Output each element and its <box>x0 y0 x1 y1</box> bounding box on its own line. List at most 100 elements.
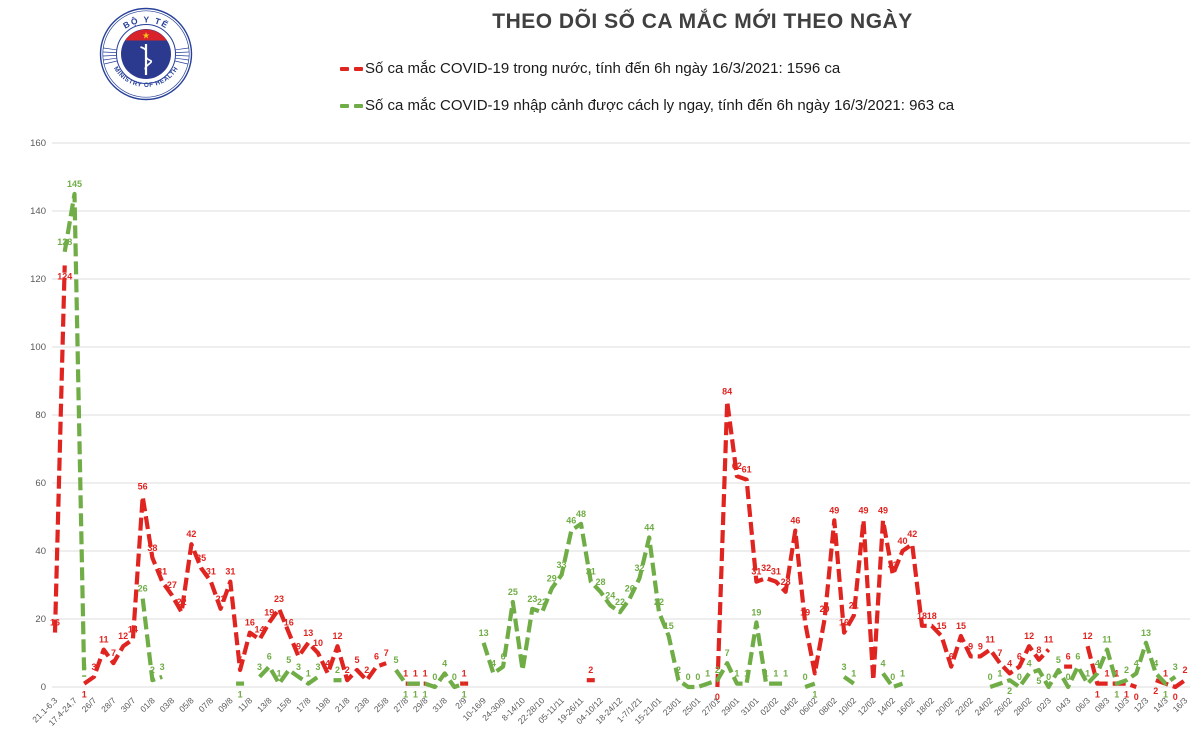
data-label-imported: 4 <box>881 658 886 668</box>
data-label-domestic: 16 <box>284 618 294 628</box>
logo-inner-ring <box>116 24 176 84</box>
data-label-domestic: 10 <box>313 638 323 648</box>
data-label-domestic: 23 <box>216 594 226 604</box>
x-axis-tick-label: 05/8 <box>177 695 196 714</box>
data-label-domestic: 19 <box>800 607 810 617</box>
series-line-domestic <box>1155 678 1187 690</box>
x-axis-tick-label: 28/02 <box>1011 695 1033 717</box>
data-label-domestic: 5 <box>238 655 243 665</box>
data-label-imported: 44 <box>644 522 654 532</box>
data-label-domestic: 9 <box>978 641 983 651</box>
data-label-imported: 23 <box>527 594 537 604</box>
x-axis-tick-label: 20/02 <box>934 695 956 717</box>
data-label-imported: 3 <box>842 662 847 672</box>
logo-hatching <box>102 47 190 65</box>
data-label-domestic: 22 <box>177 597 187 607</box>
data-label-domestic: 31 <box>225 567 235 577</box>
data-label-domestic: 33 <box>888 560 898 570</box>
data-label-imported: 0 <box>452 672 457 682</box>
data-label-imported: 0 <box>890 672 895 682</box>
data-label-domestic: 1 <box>1105 669 1110 679</box>
y-axis-tick-label: 80 <box>35 410 46 421</box>
data-label-domestic: 0 <box>715 692 720 702</box>
data-label-imported: 1 <box>812 690 817 700</box>
x-axis-tick-label: 22/02 <box>953 695 975 717</box>
data-label-domestic: 23 <box>274 594 284 604</box>
data-label-imported: 1 <box>764 669 769 679</box>
data-label-domestic: 62 <box>732 461 742 471</box>
data-label-domestic: 49 <box>829 505 839 515</box>
data-label-domestic: 1 <box>1114 669 1119 679</box>
x-axis-tick-label: 14/02 <box>875 695 897 717</box>
data-label-domestic: 27 <box>167 580 177 590</box>
data-label-domestic: 14 <box>255 624 265 634</box>
x-axis-tick-label: 26/02 <box>992 695 1014 717</box>
x-axis-tick-label: 31/8 <box>430 695 449 714</box>
data-label-domestic: 1 <box>1163 669 1168 679</box>
data-label-imported: 4 <box>1134 658 1139 668</box>
data-label-imported: 3 <box>82 662 87 672</box>
data-label-imported: 22 <box>654 597 664 607</box>
data-label-imported: 1 <box>277 669 282 679</box>
data-label-domestic: 11 <box>985 635 995 645</box>
data-label-imported: 1 <box>423 690 428 700</box>
data-label-imported: 4 <box>491 658 496 668</box>
data-label-imported: 25 <box>508 587 518 597</box>
x-axis-tick-label: 02/3 <box>1034 695 1053 714</box>
data-label-domestic: 42 <box>907 529 917 539</box>
legend-item-imported: Số ca mắc COVID-19 nhập cảnh được cách l… <box>340 97 954 114</box>
data-label-domestic: 31 <box>206 567 216 577</box>
data-label-domestic: 1 <box>1124 690 1129 700</box>
data-label-domestic: 61 <box>742 465 752 475</box>
y-axis-tick-label: 40 <box>35 546 46 557</box>
data-label-domestic: 35 <box>196 553 206 563</box>
data-label-domestic: 6 <box>1066 652 1071 662</box>
series-line-imported <box>62 191 87 677</box>
data-label-domestic: 15 <box>936 621 946 631</box>
series-line-imported <box>842 675 856 686</box>
data-label-imported: 0 <box>432 672 437 682</box>
x-axis-tick-label: 13/8 <box>255 695 274 714</box>
data-label-imported: 15 <box>664 621 674 631</box>
data-label-domestic: 18 <box>927 611 937 621</box>
data-label-domestic: 31 <box>751 567 761 577</box>
chart-legend: Số ca mắc COVID-19 trong nước, tính đến … <box>340 60 954 114</box>
data-label-domestic: 7 <box>384 648 389 658</box>
data-label-domestic: 11 <box>99 635 109 645</box>
legend-item-domestic: Số ca mắc COVID-19 trong nước, tính đến … <box>340 60 954 77</box>
x-axis-tick-label: 30/7 <box>119 695 138 714</box>
x-axis-tick-label: 16/02 <box>895 695 917 717</box>
y-axis-tick-label: 160 <box>30 138 46 149</box>
data-label-domestic: 20 <box>820 604 830 614</box>
legend-dash-icon <box>354 103 363 108</box>
x-axis-tick-label: 01/8 <box>138 695 157 714</box>
data-label-imported: 1 <box>744 669 749 679</box>
data-label-domestic: 2 <box>1182 665 1187 675</box>
data-label-domestic: 124 <box>57 271 72 281</box>
y-axis-tick-label: 0 <box>41 682 46 693</box>
data-label-imported: 1 <box>900 669 905 679</box>
x-axis-tick-label: 08/02 <box>817 695 839 717</box>
x-axis-tick-label: 09/8 <box>216 695 235 714</box>
data-label-imported: 29 <box>547 573 557 583</box>
data-label-imported: 4 <box>1095 658 1100 668</box>
data-label-domestic: 5 <box>354 655 359 665</box>
data-label-imported: 0 <box>988 672 993 682</box>
data-label-domestic: 16 <box>245 618 255 628</box>
series-line-domestic <box>83 494 387 686</box>
x-axis-tick-label: 02/02 <box>758 695 780 717</box>
x-axis-tick-label: 25/01 <box>680 695 702 717</box>
data-label-imported: 1 <box>1163 690 1168 700</box>
data-label-domestic: 12 <box>1024 631 1034 641</box>
data-label-domestic: 0 <box>1173 692 1178 702</box>
data-label-imported: 1 <box>238 690 243 700</box>
data-label-imported: 1 <box>413 690 418 700</box>
y-axis-tick-label: 20 <box>35 614 46 625</box>
x-axis-tick-label: 03/8 <box>158 695 177 714</box>
data-label-imported: 3 <box>160 662 165 672</box>
data-label-imported: 46 <box>566 516 576 526</box>
data-label-imported: 1 <box>783 669 788 679</box>
data-label-imported: 5 <box>1036 676 1041 686</box>
data-label-imported: 24 <box>605 590 615 600</box>
data-label-domestic: 1 <box>413 669 418 679</box>
